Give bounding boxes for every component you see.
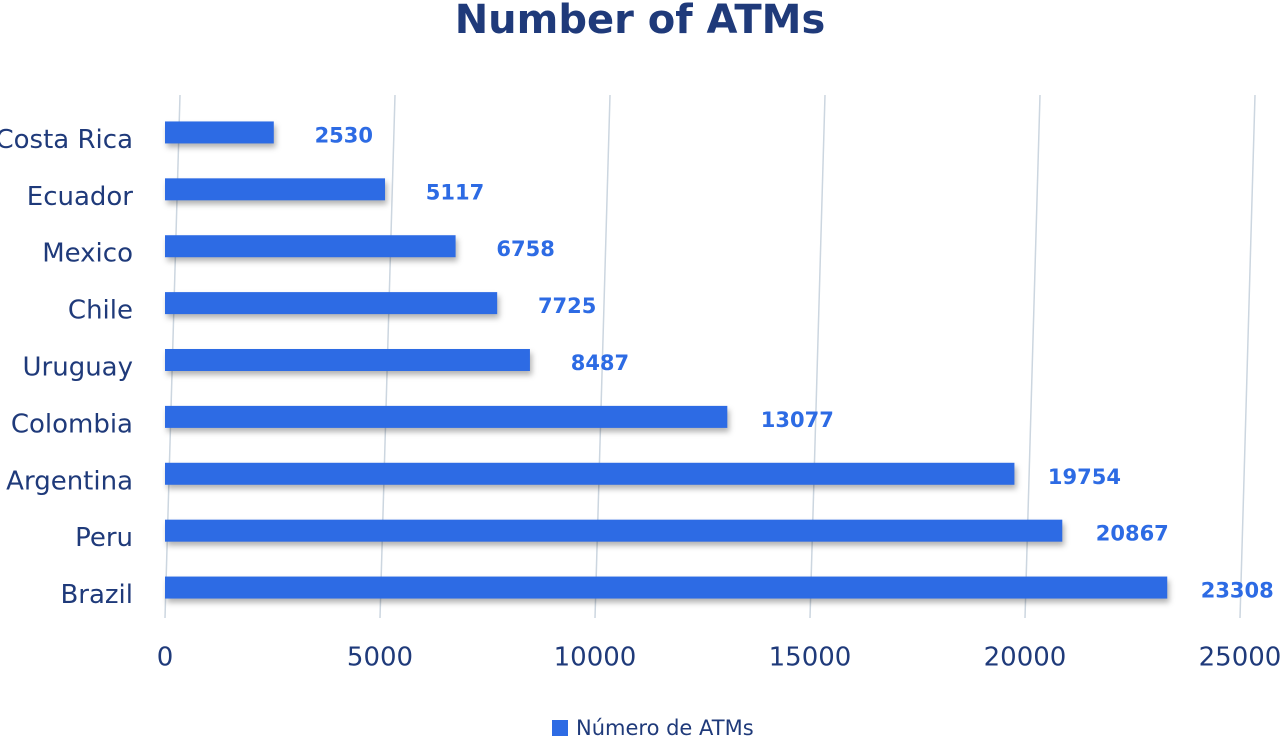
- bar: [165, 519, 1063, 542]
- bar: [165, 235, 456, 258]
- bar: [165, 405, 728, 428]
- data-label: 8487: [571, 351, 629, 375]
- y-tick-label: Brazil: [60, 580, 133, 610]
- bar: [165, 121, 274, 144]
- data-label: 5117: [426, 180, 484, 204]
- chart-title: Number of ATMs: [455, 0, 826, 43]
- data-label: 2530: [315, 123, 373, 147]
- data-label: 13077: [761, 408, 834, 432]
- data-label: 7725: [538, 294, 596, 318]
- bar: [165, 349, 530, 371]
- bar: [165, 292, 498, 315]
- bar: [165, 462, 1015, 485]
- y-tick-label: Chile: [68, 296, 133, 326]
- legend-label: Número de ATMs: [576, 716, 754, 740]
- data-label: 20867: [1096, 522, 1169, 546]
- grid-line: [1239, 94, 1256, 619]
- x-tick-label: 20000: [984, 643, 1067, 673]
- bar: [165, 178, 386, 201]
- y-tick-label: Mexico: [42, 239, 133, 269]
- data-label: 19754: [1048, 465, 1121, 489]
- y-tick-label: Ecuador: [27, 182, 134, 212]
- y-tick-label: Argentina: [6, 466, 133, 496]
- y-tick-label: Uruguay: [23, 353, 134, 383]
- x-tick-label: 15000: [769, 643, 852, 673]
- data-label: 6758: [496, 237, 554, 261]
- x-tick-label: 10000: [554, 643, 637, 673]
- x-tick-label: 0: [157, 643, 174, 673]
- y-tick-label: Peru: [75, 523, 133, 553]
- legend-swatch: [552, 720, 568, 736]
- y-tick-label: Colombia: [11, 409, 133, 439]
- bar: [165, 576, 1168, 599]
- x-tick-label: 5000: [347, 643, 413, 673]
- data-label: 23308: [1201, 579, 1274, 603]
- y-tick-label: Costa Rica: [0, 125, 133, 155]
- x-tick-label: 25000: [1199, 643, 1280, 673]
